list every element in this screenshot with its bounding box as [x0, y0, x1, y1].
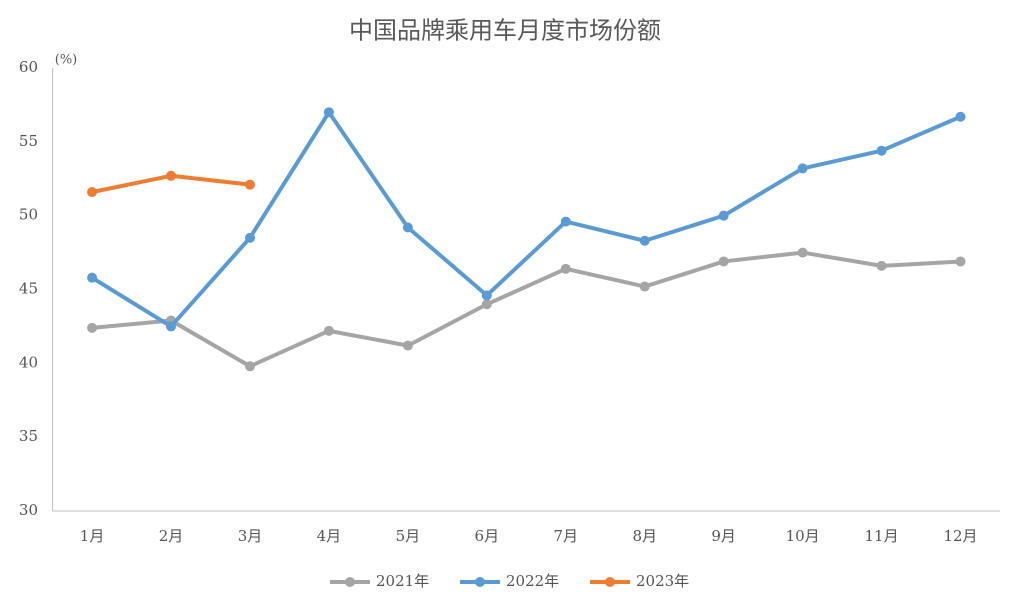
point	[402, 222, 413, 233]
point	[323, 325, 334, 336]
legend-marker	[605, 577, 615, 587]
point	[955, 111, 966, 122]
x-tick-label: 7月	[554, 527, 579, 545]
series-line	[91, 110, 962, 329]
point	[560, 263, 571, 274]
x-tick-label: 11月	[865, 527, 899, 545]
point	[797, 247, 808, 258]
legend-label: 2023年	[636, 572, 689, 590]
point	[718, 210, 729, 221]
x-tick-label: 1月	[80, 527, 105, 545]
y-tick-label: 35	[19, 427, 38, 445]
point	[718, 256, 729, 267]
y-tick-label: 60	[19, 58, 38, 76]
x-tick-label: 9月	[711, 527, 736, 545]
y-tick-label: 45	[19, 280, 38, 298]
y-tick-label: 55	[19, 132, 38, 150]
x-tick-label: 2月	[159, 527, 184, 545]
x-tick-label: 4月	[317, 527, 342, 545]
point	[402, 340, 413, 351]
point	[481, 290, 492, 301]
x-tick-label: 6月	[475, 527, 500, 545]
point	[87, 187, 98, 198]
legend-marker	[345, 577, 355, 587]
x-tick-label: 10月	[786, 527, 820, 545]
point	[166, 321, 177, 332]
point	[639, 235, 650, 246]
series-line	[91, 250, 961, 369]
point	[244, 232, 255, 243]
y-tick-label: 40	[19, 353, 38, 371]
y-tick-label: 50	[19, 206, 38, 224]
legend-marker	[475, 577, 485, 587]
x-tick-label: 5月	[396, 527, 421, 545]
point	[876, 260, 887, 271]
y-unit: (%)	[55, 53, 78, 68]
y-tick-label: 30	[19, 501, 38, 519]
x-tick-label: 8月	[632, 527, 657, 545]
chart-title: 中国品牌乘用车月度市场份额	[349, 17, 661, 45]
x-tick-label: 12月	[943, 527, 977, 545]
point	[876, 145, 887, 156]
point	[481, 299, 492, 310]
legend-label: 2022年	[506, 572, 559, 590]
point	[87, 272, 98, 283]
point	[797, 163, 808, 174]
point	[87, 322, 98, 333]
point	[244, 179, 255, 190]
point	[955, 256, 966, 267]
point	[560, 216, 571, 227]
point	[166, 170, 177, 181]
point	[244, 361, 255, 372]
point	[639, 281, 650, 292]
x-tick-label: 3月	[238, 527, 263, 545]
legend-label: 2021年	[376, 572, 429, 590]
point	[323, 107, 334, 118]
